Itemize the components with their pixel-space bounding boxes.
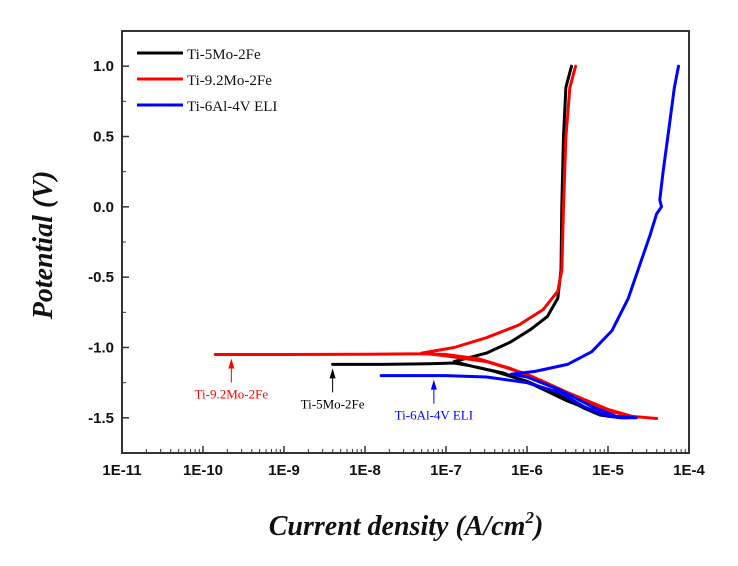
annotation-label: Ti-6Al-4V ELI — [395, 408, 473, 423]
y-tick-label: -1.0 — [88, 340, 114, 357]
annotation-arrow-head — [329, 368, 336, 379]
y-tick-label: 0.0 — [93, 199, 114, 216]
y-tick-label: -0.5 — [88, 269, 114, 286]
series-line-ti-9-2mo-2fe — [213, 64, 659, 420]
annotation-label: Ti-9.2Mo-2Fe — [195, 387, 269, 402]
annotation-label: Ti-5Mo-2Fe — [301, 396, 365, 411]
legend-entry-label: Ti-5Mo-2Fe — [187, 47, 261, 63]
x-axis-label-close: ) — [531, 511, 543, 542]
x-tick-label: 1E-9 — [268, 462, 300, 479]
y-axis-label: Potential (V) — [28, 171, 59, 321]
x-axis-label: Current density (A/cm2) — [269, 508, 544, 542]
x-tick-label: 1E-4 — [673, 462, 705, 479]
y-tick-label: 1.0 — [93, 58, 114, 75]
series-line-ti-5mo-2fe — [331, 64, 630, 420]
annotation-arrow-head — [228, 358, 235, 369]
y-tick-label: -1.5 — [88, 410, 114, 427]
x-tick-label: 1E-6 — [511, 462, 543, 479]
x-tick-label: 1E-8 — [349, 462, 381, 479]
x-tick-label: 1E-11 — [102, 462, 141, 479]
legend-entry-label: Ti-9.2Mo-2Fe — [187, 73, 272, 89]
x-tick-label: 1E-7 — [430, 462, 462, 479]
series-line-ti-6al-4v-eli — [379, 64, 680, 420]
x-axis-label-main: Current density (A/cm — [269, 511, 526, 542]
x-axis-label-superscript: 2 — [524, 508, 534, 527]
annotation-arrow-head — [430, 379, 437, 390]
legend-entry-label: Ti-6Al-4V ELI — [187, 99, 277, 115]
x-tick-label: 1E-10 — [183, 462, 223, 479]
y-tick-label: 0.5 — [93, 129, 114, 146]
x-tick-label: 1E-5 — [592, 462, 624, 479]
